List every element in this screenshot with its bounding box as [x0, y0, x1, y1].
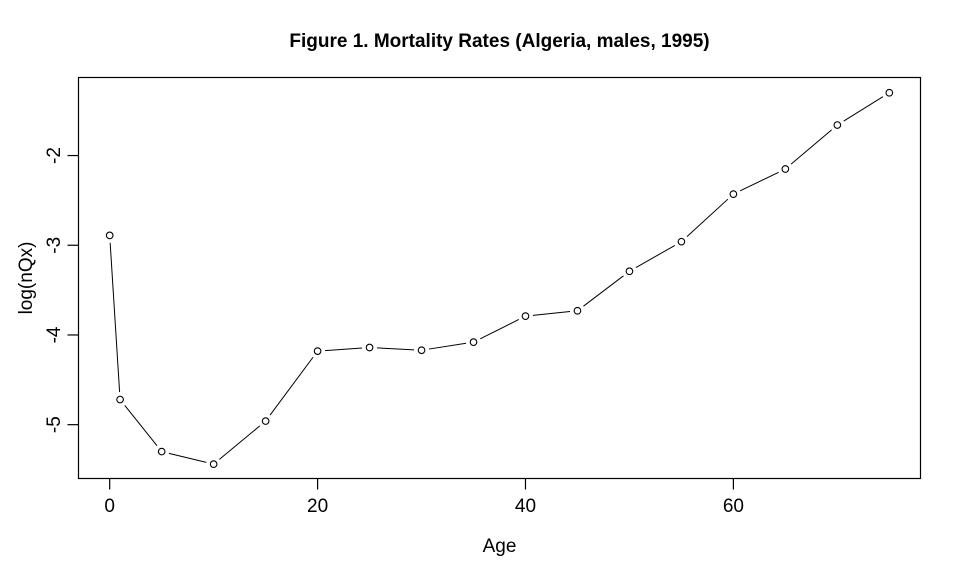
line-segment [739, 171, 779, 192]
data-point-marker [573, 306, 582, 315]
data-point-marker [833, 121, 842, 129]
line-segment [686, 198, 729, 237]
x-axis: 0 20 40 60 [104, 478, 744, 517]
data-point-marker [469, 338, 478, 346]
line-segment [532, 311, 571, 316]
y-tick-label: -2 [44, 147, 65, 164]
line-segment [168, 452, 207, 463]
line-segment [109, 242, 121, 393]
data-point-marker [105, 231, 114, 240]
x-axis-label: Age [483, 536, 517, 557]
y-tick-label: -4 [44, 326, 65, 343]
data-point-marker [313, 347, 322, 355]
data-point-marker [157, 447, 166, 456]
line-segment [377, 347, 415, 351]
line-segment [325, 347, 363, 352]
data-point-marker [261, 417, 270, 425]
line-segment [219, 425, 261, 460]
line-segment [428, 342, 467, 350]
plot-border [77, 76, 922, 480]
data-point-marker [365, 343, 374, 352]
y-tick-label: -5 [44, 416, 65, 433]
line-segment [635, 244, 676, 268]
data-point-marker [116, 395, 124, 404]
data-point-marker [417, 346, 426, 355]
data-point-marker [885, 88, 894, 97]
line-segment [843, 96, 884, 122]
data-point-marker [677, 237, 686, 246]
x-tick-label: 40 [515, 496, 536, 517]
data-series [105, 88, 894, 468]
chart-title: Figure 1. Mortality Rates (Algeria, male… [289, 31, 709, 52]
data-point-marker [729, 190, 738, 198]
line-segment [790, 129, 832, 165]
x-tick-label: 0 [104, 496, 115, 517]
line-segment [583, 275, 624, 307]
data-point-marker [781, 165, 790, 173]
data-point-marker [625, 267, 634, 276]
line-segment [479, 319, 520, 340]
line-segment [269, 356, 314, 416]
y-tick-label: -3 [44, 237, 65, 254]
line-segment [124, 405, 158, 447]
x-tick-label: 20 [307, 496, 328, 517]
data-point-marker [209, 460, 218, 468]
y-axis: -5 -4 -3 -2 [44, 147, 79, 433]
data-point-marker [521, 312, 530, 320]
x-tick-label: 60 [723, 496, 744, 517]
y-axis-label: log(nQx) [16, 242, 37, 315]
